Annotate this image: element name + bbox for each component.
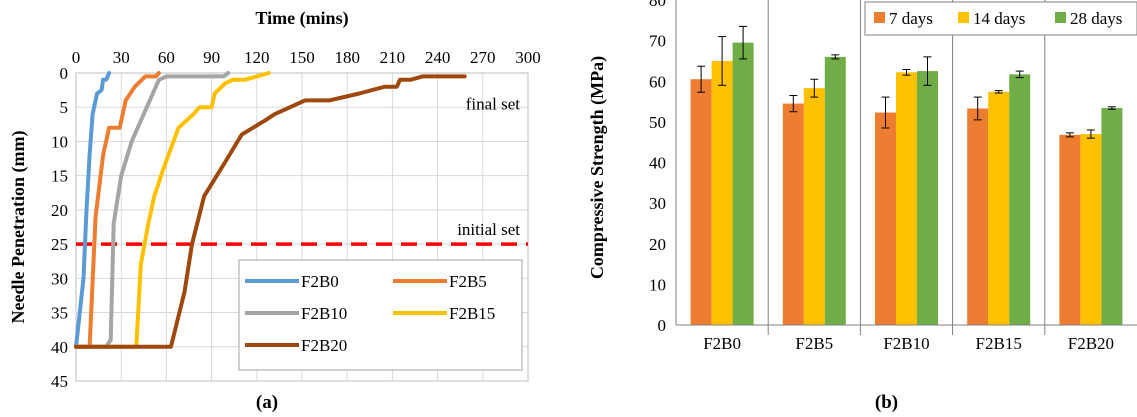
bar-f2b15-2 (1009, 74, 1031, 325)
y-tick-label: 15 (51, 167, 68, 186)
x-axis-title: Time (mins) (255, 8, 348, 29)
y-tick-label: 5 (60, 98, 69, 117)
bar-f2b20-0 (1059, 134, 1081, 325)
y-axis-title: Compressive Strength (MPa) (587, 56, 608, 279)
x-tick-label: 150 (289, 48, 315, 67)
legend-label-f2b10: F2B10 (301, 304, 347, 323)
y-tick-label: 30 (649, 194, 666, 213)
series-line-f2b0 (74, 71, 112, 349)
bar-f2b0-2 (732, 42, 754, 325)
category-label: F2B15 (976, 334, 1022, 353)
legend-label-f2b15: F2B15 (449, 304, 495, 323)
series-line-f2b10 (74, 71, 231, 349)
bar-f2b0-0 (690, 79, 712, 325)
final-set-label: final set (466, 95, 521, 114)
legend-label-f2b20: F2B20 (301, 336, 347, 355)
x-tick-label: 270 (470, 48, 496, 67)
x-tick-label: 120 (244, 48, 270, 67)
initial-set-label: initial set (457, 220, 520, 239)
category-label: F2B0 (703, 334, 741, 353)
y-tick-label: 30 (51, 269, 68, 288)
legend-label-f2b5: F2B5 (449, 272, 487, 291)
x-tick-label: 60 (158, 48, 175, 67)
bar-f2b20-2 (1101, 108, 1123, 325)
series-line-f2b5 (74, 71, 161, 349)
x-tick-label: 210 (380, 48, 406, 67)
y-tick-label: 70 (649, 32, 666, 51)
y-tick-label: 45 (51, 372, 68, 391)
legend-label-2: 28 days (1070, 9, 1122, 28)
x-tick-label: 180 (334, 48, 360, 67)
legend: 7 days 14 days 28 days (864, 1, 1137, 36)
bar-f2b10-1 (896, 72, 917, 325)
x-tick-label: 300 (515, 48, 541, 67)
series-line-f2b20 (74, 74, 467, 349)
plot-area-border (75, 72, 529, 382)
legend-swatch-2 (1055, 12, 1066, 23)
y-tick-label: 10 (649, 275, 666, 294)
panel-b-label: (b) (875, 392, 898, 413)
bar-f2b20-1 (1080, 134, 1102, 325)
panel-a-label: (a) (256, 392, 278, 413)
bar-f2b10-0 (875, 112, 896, 325)
panel-a-penetration-chart: 0 30 60 90 120 150 180 210 240 270 300 0 5 10 15 20 25 30… (8, 8, 541, 413)
series-line-f2b15 (74, 71, 271, 349)
panel-b-strength-chart: 0 10 20 30 40 50 60 70 80 F2B0 F2B5 F2B10 F2B15 F2B20… (587, 0, 1137, 413)
bar-f2b5-2 (824, 56, 846, 325)
legend-swatch-0 (874, 12, 885, 23)
x-tick-label: 90 (203, 48, 220, 67)
x-tick-label: 0 (72, 48, 81, 67)
y-tick-label: 25 (51, 235, 68, 254)
x-tick-label: 240 (425, 48, 451, 67)
legend-label-1: 14 days (973, 9, 1025, 28)
category-label: F2B10 (883, 334, 929, 353)
y-tick-label: 35 (51, 304, 68, 323)
y-tick-label: 40 (649, 154, 666, 173)
bar-f2b10-2 (917, 71, 938, 325)
legend-swatch-1 (958, 12, 969, 23)
bar-f2b5-0 (782, 103, 804, 325)
bar-f2b15-1 (988, 91, 1010, 325)
y-tick-label: 80 (649, 0, 666, 10)
category-label: F2B5 (795, 334, 833, 353)
y-tick-label: 60 (649, 72, 666, 91)
y-tick-label: 20 (649, 235, 666, 254)
y-tick-label: 20 (51, 201, 68, 220)
y-tick-label: 0 (658, 316, 667, 335)
category-label: F2B20 (1068, 334, 1114, 353)
y-tick-label: 10 (51, 132, 68, 151)
bar-f2b5-1 (803, 88, 825, 325)
bar-f2b0-1 (711, 60, 733, 325)
legend-label-f2b0: F2B0 (301, 272, 339, 291)
y-tick-label: 50 (649, 113, 666, 132)
legend: F2B0 F2B5 F2B10 F2B15 F2B20 (238, 259, 523, 371)
bar-f2b15-0 (967, 108, 989, 325)
x-tick-label: 30 (113, 48, 130, 67)
legend-label-0: 7 days (889, 9, 933, 28)
y-axis-title: Needle Penetration (mm) (8, 131, 29, 324)
y-tick-label: 40 (51, 338, 68, 357)
legend-box (864, 1, 1137, 36)
y-tick-label: 0 (60, 64, 69, 83)
